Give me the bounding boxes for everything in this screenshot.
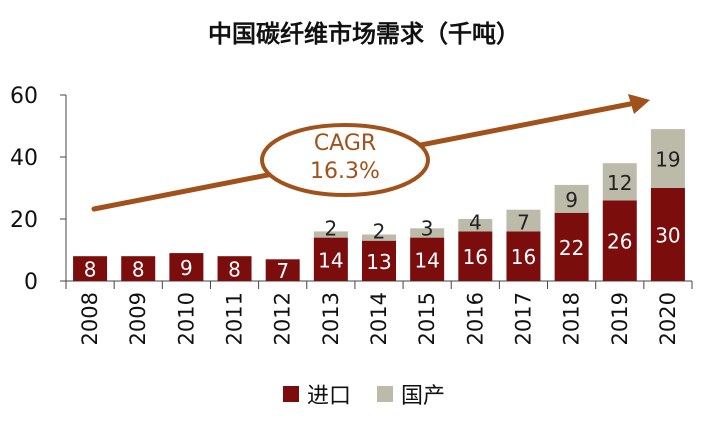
data-label-import: 22 [559, 236, 584, 260]
data-label-import: 16 [511, 245, 536, 269]
x-tick-label: 2008 [78, 292, 102, 345]
bar-import [313, 237, 348, 281]
data-label-import: 8 [84, 258, 97, 282]
legend: 进口 国产 [0, 378, 728, 410]
cagr-ellipse [260, 123, 430, 197]
bar-import [121, 256, 156, 281]
bar-import [217, 256, 252, 281]
data-label-domestic: 7 [517, 210, 530, 234]
bar-import [650, 188, 685, 281]
axes: 0 20 40 60 2008 2009 2010 2011 2012 2013 2014 2015 2… [10, 84, 693, 345]
legend-label-import: 进口 [306, 384, 351, 409]
x-tick-label: 2009 [126, 292, 150, 345]
data-label-domestic: 4 [469, 210, 482, 234]
legend-label-domestic: 国产 [401, 384, 446, 409]
bar-domestic [410, 228, 445, 238]
bar-import [458, 231, 493, 281]
data-label-import: 7 [276, 259, 289, 283]
x-tick-label: 2020 [656, 292, 680, 345]
data-label-domestic: 2 [373, 220, 386, 244]
bar-import [506, 231, 541, 281]
bar-domestic [554, 184, 589, 213]
x-tick-label: 2010 [174, 292, 198, 345]
data-label-import: 14 [318, 248, 343, 272]
data-label-import: 26 [607, 230, 632, 254]
data-label-import: 8 [228, 258, 241, 282]
bar-domestic [506, 209, 541, 232]
data-label-domestic: 2 [324, 217, 337, 241]
bar-import [73, 256, 108, 281]
data-label-domestic: 19 [655, 148, 680, 172]
legend-swatch-import [282, 386, 299, 402]
bar-domestic [602, 163, 637, 201]
data-label-import: 30 [655, 224, 680, 248]
data-label-domestic: 12 [607, 171, 632, 195]
x-tick-label: 2017 [511, 292, 535, 345]
trend-arrow-head [628, 94, 650, 114]
bar-import [410, 237, 445, 281]
x-tick-label: 2019 [608, 292, 632, 345]
data-label-import: 13 [366, 250, 391, 274]
bar-domestic [650, 129, 685, 188]
x-tick-label: 2012 [271, 292, 295, 345]
x-tick-label: 2013 [319, 292, 343, 345]
legend-item-domestic: 国产 [377, 378, 445, 410]
bar-import [362, 240, 396, 281]
cagr-value: 16.3% [310, 159, 380, 184]
data-label-domestic: 3 [421, 217, 434, 241]
x-tick-label: 2016 [463, 292, 487, 345]
data-label-import: 8 [132, 258, 145, 282]
bars [73, 129, 685, 281]
bar-import [554, 212, 589, 281]
y-tick-label: 20 [10, 208, 38, 233]
bar-domestic [362, 234, 396, 241]
data-label-import: 16 [463, 245, 488, 269]
cagr-label: CAGR [314, 131, 376, 156]
data-label-import: 14 [414, 248, 439, 272]
cagr-annotation: CAGR 16.3% [91, 94, 650, 212]
bar-domestic [458, 219, 493, 232]
legend-swatch-domestic [377, 386, 393, 402]
bar-import [265, 259, 300, 281]
y-tick-label: 0 [24, 270, 38, 295]
x-tick-label: 2014 [367, 292, 391, 345]
x-tick-label: 2011 [223, 292, 247, 345]
y-tick-label: 60 [10, 84, 38, 109]
data-label-import: 9 [180, 256, 193, 280]
data-labels: 8 8 9 8 7 14 2 13 2 14 3 16 4 16 7 22 9 26 12 30 19 [84, 148, 681, 284]
chart-title: 中国碳纤维市场需求（千吨） [208, 20, 520, 48]
data-label-domestic: 9 [565, 188, 578, 212]
legend-item-import: 进口 [282, 378, 351, 410]
x-tick-label: 2018 [560, 292, 584, 345]
x-tick-label: 2015 [415, 292, 439, 345]
bar-import [602, 200, 637, 281]
bar-domestic [313, 231, 348, 238]
bar-import [169, 253, 204, 281]
y-tick-label: 40 [10, 146, 38, 171]
